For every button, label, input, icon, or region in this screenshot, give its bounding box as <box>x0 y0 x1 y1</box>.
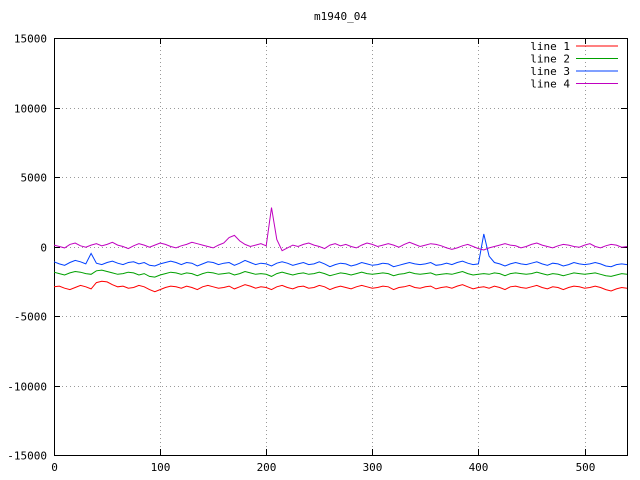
series-line-2 <box>53 269 628 278</box>
legend-label: line 2 <box>530 53 570 66</box>
y-tick-label: 15000 <box>14 33 47 46</box>
x-tick-label: 400 <box>469 461 489 474</box>
x-tick-label: 500 <box>576 461 596 474</box>
x-tick-label: 0 <box>51 461 58 474</box>
legend-label: line 4 <box>530 78 570 91</box>
y-tick-label: -10000 <box>7 381 47 394</box>
x-tick-label: 100 <box>151 461 171 474</box>
y-tick-label: 5000 <box>21 172 48 185</box>
x-tick-label: 300 <box>363 461 383 474</box>
legend-label: line 1 <box>530 40 570 53</box>
series-line-3 <box>53 233 628 268</box>
chart-title: m1940_04 <box>314 10 367 23</box>
plot-border <box>54 38 628 456</box>
y-tick-label: -15000 <box>7 450 47 463</box>
legend-label: line 3 <box>530 65 570 78</box>
y-tick-label: 0 <box>40 242 47 255</box>
series-line-1 <box>53 280 628 293</box>
series-line-4 <box>53 207 628 252</box>
y-tick-label: 10000 <box>14 103 47 116</box>
y-tick-label: -5000 <box>14 311 47 324</box>
x-tick-label: 200 <box>257 461 277 474</box>
